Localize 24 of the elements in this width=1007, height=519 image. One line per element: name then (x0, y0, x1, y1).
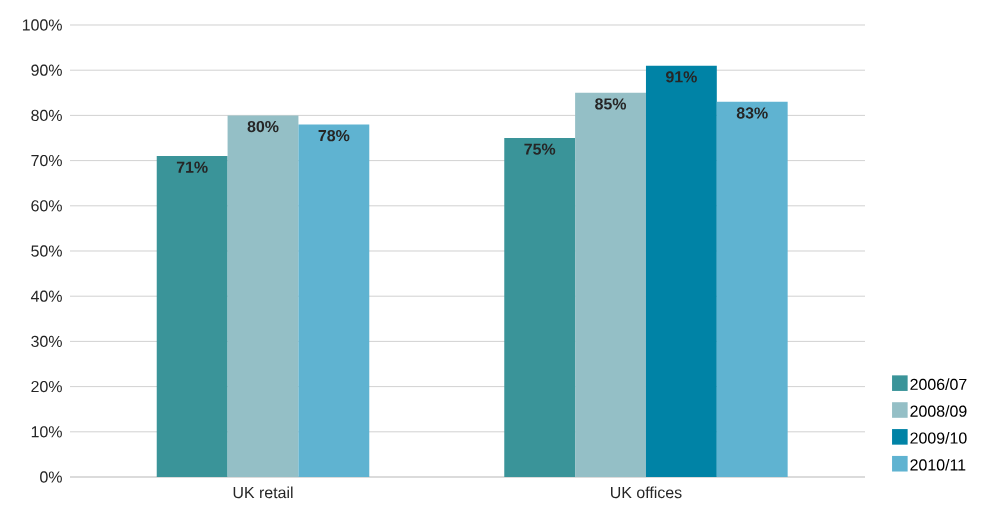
y-tick-label: 100% (22, 19, 62, 31)
y-tick-label: 70% (31, 154, 62, 167)
y-tick-label: 0% (40, 471, 62, 483)
y-tick-label: 30% (31, 335, 62, 348)
data-label: 71% (176, 161, 208, 173)
legend-label: 2009/10 (910, 432, 967, 444)
data-label: 83% (736, 107, 768, 119)
data-label: 78% (318, 129, 350, 142)
y-tick-label: 20% (31, 380, 62, 393)
legend-label: 2008/09 (910, 405, 967, 417)
x-tick-label: UK retail (233, 486, 293, 499)
y-tick-label: 60% (31, 200, 62, 212)
y-tick-label: 90% (31, 64, 62, 76)
y-tick-label: 80% (31, 109, 62, 122)
x-tick-label: UK offices (611, 486, 682, 499)
y-tick-label: 40% (30, 290, 62, 302)
data-label: 91% (665, 71, 697, 83)
legend-label: 2010/11 (910, 458, 966, 471)
legend-label: 2006/07 (910, 378, 967, 391)
data-label: 80% (247, 120, 279, 133)
y-tick-label: 10% (31, 426, 62, 438)
y-tick-label: 50% (31, 245, 62, 257)
data-label: 85% (595, 98, 627, 110)
data-label: 75% (524, 143, 556, 155)
